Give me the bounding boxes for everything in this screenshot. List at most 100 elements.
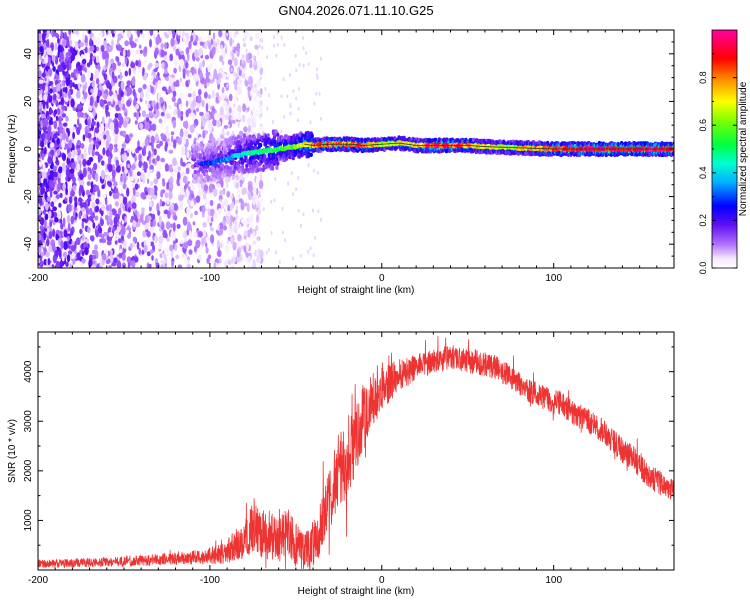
noise-blob xyxy=(166,237,170,243)
noise-blob xyxy=(87,167,91,172)
noise-blob xyxy=(320,56,323,61)
ridge-halo xyxy=(223,150,227,155)
noise-blob xyxy=(120,235,124,241)
noise-blob xyxy=(64,105,68,112)
noise-blob xyxy=(148,263,152,268)
noise-blob xyxy=(235,209,238,215)
noise-blob xyxy=(76,90,81,99)
noise-blob xyxy=(236,199,238,204)
noise-blob xyxy=(153,68,158,73)
noise-blob xyxy=(45,65,49,72)
noise-blob xyxy=(99,155,103,160)
noise-blob xyxy=(69,127,74,133)
noise-blob xyxy=(231,195,234,200)
noise-blob xyxy=(113,181,118,187)
noise-blob xyxy=(87,221,93,226)
noise-blob xyxy=(169,244,174,252)
noise-blob xyxy=(216,38,220,46)
noise-blob xyxy=(207,101,211,107)
noise-blob xyxy=(315,91,318,96)
noise-blob xyxy=(53,120,58,129)
noise-blob xyxy=(49,170,54,175)
noise-blob xyxy=(262,207,265,212)
noise-blob xyxy=(130,218,134,223)
noise-blob xyxy=(165,76,169,81)
noise-blob xyxy=(143,59,147,64)
noise-blob xyxy=(179,129,184,138)
noise-blob xyxy=(133,256,139,263)
noise-blob xyxy=(94,172,99,182)
noise-blob xyxy=(78,211,82,220)
noise-blob xyxy=(226,83,229,88)
noise-blob xyxy=(153,34,156,40)
noise-blob xyxy=(226,191,231,198)
noise-blob xyxy=(180,83,185,87)
noise-blob xyxy=(43,219,47,228)
noise-blob xyxy=(267,247,270,252)
noise-blob xyxy=(152,118,158,124)
noise-blob xyxy=(133,112,137,118)
noise-blob xyxy=(178,194,183,202)
noise-blob xyxy=(302,46,305,51)
noise-blob xyxy=(177,30,182,36)
noise-blob xyxy=(160,190,164,198)
noise-blob xyxy=(93,140,98,145)
noise-blob xyxy=(121,165,125,173)
noise-blob xyxy=(249,70,253,75)
noise-blob xyxy=(209,226,214,232)
noise-blob xyxy=(198,254,202,261)
noise-blob xyxy=(203,229,207,238)
noise-blob xyxy=(218,73,223,79)
noise-blob xyxy=(227,59,233,66)
noise-blob xyxy=(163,51,167,56)
noise-blob xyxy=(278,260,281,265)
noise-blob xyxy=(162,229,167,239)
noise-blob xyxy=(160,157,166,163)
noise-blob xyxy=(185,167,190,175)
noise-blob xyxy=(160,263,165,268)
noise-blob xyxy=(72,184,77,192)
ridge-halo xyxy=(310,134,314,139)
noise-blob xyxy=(49,109,53,114)
noise-blob xyxy=(140,33,145,39)
noise-blob xyxy=(180,111,184,116)
noise-blob xyxy=(177,137,182,145)
noise-blob xyxy=(253,60,258,71)
noise-blob xyxy=(56,148,61,156)
noise-blob xyxy=(68,260,73,265)
noise-blob xyxy=(52,228,56,238)
noise-blob xyxy=(211,90,215,99)
noise-blob xyxy=(94,68,100,78)
noise-blob xyxy=(185,47,190,55)
noise-blob xyxy=(179,186,185,196)
noise-blob xyxy=(94,151,100,156)
noise-blob xyxy=(152,219,156,227)
noise-blob xyxy=(224,114,229,120)
noise-blob xyxy=(188,72,193,78)
noise-blob xyxy=(123,240,127,249)
noise-blob xyxy=(238,223,241,228)
noise-blob xyxy=(242,103,247,112)
noise-blob xyxy=(248,216,254,224)
noise-blob xyxy=(107,155,112,165)
noise-blob xyxy=(91,249,97,255)
noise-blob xyxy=(313,101,316,106)
noise-blob xyxy=(124,112,128,117)
noise-blob xyxy=(251,196,253,201)
noise-blob xyxy=(258,44,261,49)
noise-blob xyxy=(46,196,51,202)
noise-blob xyxy=(74,30,80,35)
noise-blob xyxy=(222,128,225,132)
noise-blob xyxy=(198,88,202,96)
noise-blob xyxy=(95,198,100,205)
noise-blob xyxy=(101,193,107,199)
noise-blob xyxy=(230,68,233,72)
noise-blob xyxy=(70,189,75,197)
noise-blob xyxy=(288,72,291,77)
noise-blob xyxy=(134,30,137,34)
noise-blob xyxy=(199,188,204,197)
noise-blob xyxy=(62,87,66,93)
noise-blob xyxy=(181,171,186,176)
noise-blob xyxy=(137,140,140,148)
noise-blob xyxy=(277,42,279,47)
